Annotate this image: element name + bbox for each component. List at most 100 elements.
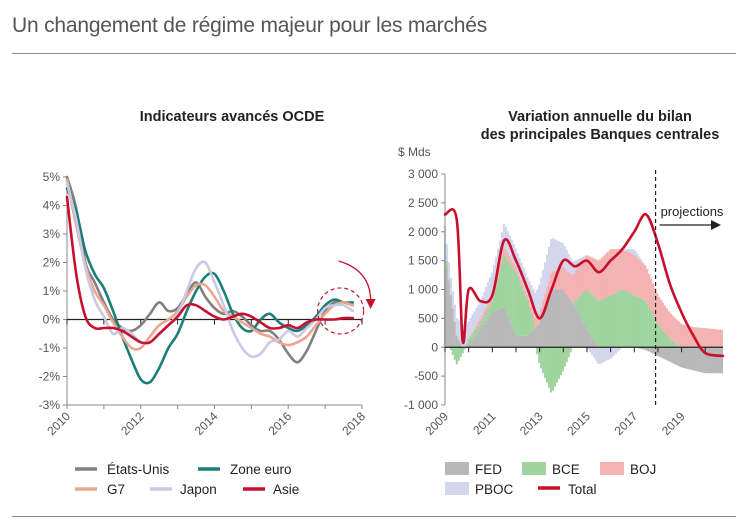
bar-segment-fed [683,347,686,369]
bar-segment-fed [561,289,564,348]
bar-segment-boj [669,313,672,340]
bar-segment-boj [602,255,606,299]
bar-segment-boj [475,325,478,330]
bar-segment-bce [599,300,602,348]
legend-swatch-fed [445,462,469,475]
bar-segment-fed [487,318,490,348]
bar-segment-boj [689,326,692,348]
left-y-tick-label: -3% [39,398,61,412]
bar-segment-fed [544,308,547,348]
bar-segment-bce [626,292,629,348]
right-y-tick-label: 1 500 [408,254,438,268]
left-y-tick-label: 5% [43,170,61,184]
bar-segment-boj [646,269,649,304]
bar-segment-boj [612,249,615,294]
bar-segment-fed [720,347,723,374]
bar-segment-bce [618,290,621,348]
bar-segment-fed [553,289,557,348]
bar-segment-pboc [600,347,604,363]
bar-segment-fed [701,347,704,373]
bar-segment-boj [565,269,568,295]
right-chart-title-line2: des principales Banques centrales [481,127,720,143]
bar-segment-bce [642,299,645,348]
right-x-tick-label: 2019 [659,409,688,438]
right-legend: FED BCE BOJ PBOC Total [445,462,656,497]
bar-segment-bce [512,268,515,331]
bar-segment-boj [498,263,502,272]
bar-segment-fed [695,347,698,372]
bar-segment-fed [687,347,690,370]
bar-segment-fed [465,345,468,348]
bar-segment-fed [583,324,586,348]
bar-segment-fed [477,332,480,348]
bar-segment-boj [703,328,706,348]
bar-segment-boj [549,273,553,291]
right-y-unit-label: $ Mds [398,145,431,159]
bar-segment-pboc [583,256,586,259]
bar-segment-boj [471,332,474,334]
bar-segment-fed [483,324,486,348]
bar-segment-bce [661,330,665,348]
bar-segment-bce [500,263,504,308]
bar-segment-fed [718,347,722,374]
legend-label-etats-unis: États-Unis [107,462,170,477]
bar-segment-bce [604,297,608,348]
bar-segment-bce [526,300,529,336]
bar-segment-bce [475,329,478,335]
bar-segment-pboc [449,277,452,296]
bar-segment-boj [500,255,504,264]
bar-segment-pboc [579,258,582,265]
left-y-tick-label: -2% [39,370,61,384]
bar-segment-boj [683,324,686,348]
legend-label-boj: BOJ [630,462,656,477]
projection-arrowhead [711,220,721,230]
bar-segment-bce [451,347,454,355]
bar-segment-fed [567,297,570,348]
bar-segment-fed [496,309,500,348]
right-y-tick-label: 0 [431,340,438,354]
bar-segment-bce [530,313,533,333]
bar-segment-boj [644,265,647,301]
bar-segment-fed [697,347,700,372]
bar-segment-fed [710,347,714,374]
bar-segment-bce [463,347,466,350]
right-y-tick-label: 2 500 [408,196,438,210]
bar-segment-bce [573,301,576,307]
bar-segment-bce [504,257,507,312]
bar-segment-fed [661,347,665,359]
bar-segment-bce [563,347,566,367]
bar-segment-bce [673,342,676,348]
bar-segment-boj [547,280,551,297]
bar-segment-fed [691,347,694,371]
bar-segment-bce [502,255,506,307]
bar-segment-boj [573,272,576,302]
bar-segment-fed [579,317,582,348]
series-line-zone-euro [65,187,355,385]
bar-segment-fed [510,325,513,348]
bar-segment-bce [616,291,619,348]
bar-segment-bce [581,293,584,322]
bar-segment-pboc [612,347,615,356]
bar-segment-bce [648,307,651,348]
legend-swatch-bce [522,462,546,475]
bar-segment-bce [536,347,539,355]
bar-segment-bce [638,297,641,348]
bar-segment-fed [516,335,519,348]
right-x-tick-label: 2015 [564,409,593,438]
bar-segment-bce [483,316,486,325]
bar-segment-boj [712,329,716,348]
bar-segment-pboc [614,347,617,354]
bar-segment-bce [532,320,535,331]
bar-segment-fed [546,302,549,348]
bar-segment-bce [522,290,525,336]
bar-segment-pboc [471,314,474,333]
bar-segment-fed [455,335,458,348]
bar-segment-pboc [544,262,547,294]
bar-segment-boj [524,289,527,296]
bar-segment-boj [634,256,637,296]
bar-segment-bce [663,332,667,348]
series-line-asie [65,195,355,345]
bar-segment-boj [659,299,663,328]
